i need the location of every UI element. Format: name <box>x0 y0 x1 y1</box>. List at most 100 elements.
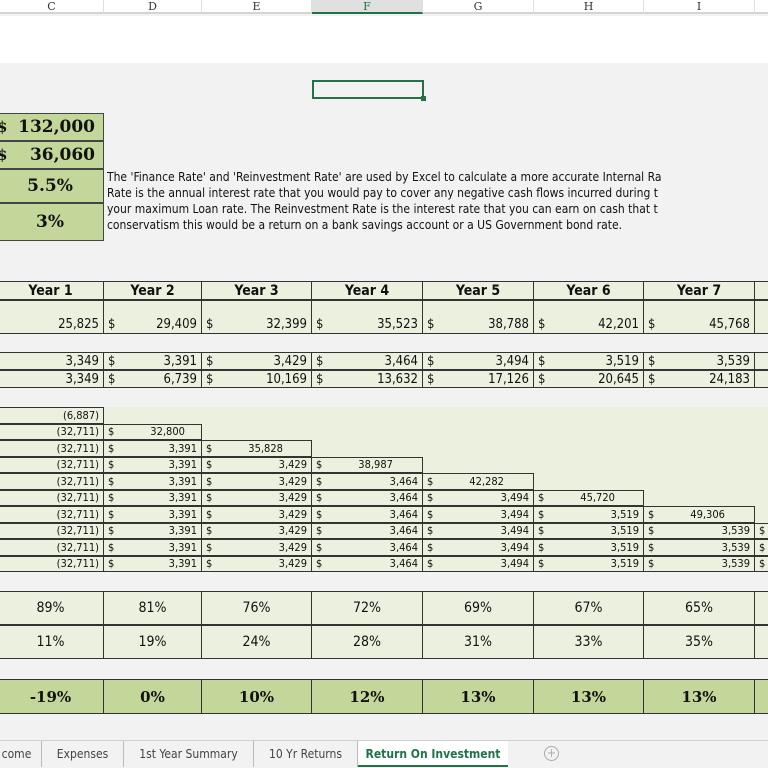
equity-row-cell[interactable]: $38,788 <box>423 300 534 334</box>
irr-row-cell[interactable]: -19% <box>0 679 104 714</box>
sheet-tab[interactable]: come <box>0 741 42 767</box>
sheet-tab[interactable]: Expenses <box>42 741 124 767</box>
cashflow-matrix-cell[interactable]: $3,429 <box>202 539 312 556</box>
irr-row-cell[interactable]: 13% <box>534 679 644 714</box>
cashflow-matrix-cell[interactable]: $3,519 <box>534 522 644 539</box>
input-value-box[interactable]: $132,000 <box>0 113 104 141</box>
column-header-h[interactable]: H <box>534 0 644 14</box>
cashflow-matrix-cell[interactable]: $3,391 <box>104 555 202 572</box>
year-header-row-cell[interactable]: Year 5 <box>423 281 534 300</box>
cashflow-matrix-cell[interactable]: $32,800 <box>104 423 202 440</box>
input-value-box[interactable]: 5.5% <box>0 169 104 203</box>
cashflow-matrix-cell[interactable]: $3,539 <box>644 522 755 539</box>
cashflow-matrix-cell[interactable]: $ <box>755 522 768 539</box>
irr-row-cell[interactable]: 13% <box>423 679 534 714</box>
cashflow-matrix-cell[interactable]: $42,282 <box>423 473 534 490</box>
cashflow-matrix-cell[interactable]: $45,720 <box>534 489 644 506</box>
cashflow-matrix-cell[interactable]: $3,539 <box>644 555 755 572</box>
year-header-row-cell[interactable]: Year 2 <box>104 281 202 300</box>
cashflow-row-cell[interactable]: 3,349 <box>0 352 104 370</box>
cumulative-cashflow-row-cell[interactable]: $6,739 <box>104 370 202 388</box>
cashflow-matrix-cell[interactable]: $3,429 <box>202 456 312 473</box>
column-header-i[interactable]: I <box>644 0 755 14</box>
cashflow-matrix-cell[interactable]: $3,519 <box>534 555 644 572</box>
percent-row-1-cell[interactable]: 72% <box>312 591 423 625</box>
percent-row-2-cell[interactable]: 11% <box>0 625 104 659</box>
cashflow-matrix-cell[interactable]: $3,391 <box>104 456 202 473</box>
cashflow-matrix-cell[interactable]: (32,711) <box>0 489 104 506</box>
cashflow-matrix-cell[interactable]: $3,429 <box>202 522 312 539</box>
percent-row-2-cell[interactable]: 28% <box>312 625 423 659</box>
cashflow-matrix-cell[interactable]: $3,494 <box>423 522 534 539</box>
percent-row-1-cell[interactable]: 69% <box>423 591 534 625</box>
equity-row-cell[interactable]: $35,523 <box>312 300 423 334</box>
percent-row-1-cell[interactable]: 89% <box>0 591 104 625</box>
irr-row-cell[interactable]: 0% <box>104 679 202 714</box>
cashflow-matrix-cell[interactable]: (32,711) <box>0 539 104 556</box>
cashflow-matrix-cell[interactable]: $49,306 <box>644 506 755 523</box>
percent-row-2-cell[interactable]: 35% <box>644 625 755 659</box>
cashflow-matrix-cell[interactable]: $38,987 <box>312 456 423 473</box>
percent-row-2-cell[interactable]: 19% <box>104 625 202 659</box>
cashflow-matrix-cell[interactable]: $3,519 <box>534 506 644 523</box>
cashflow-matrix-cell[interactable]: $3,391 <box>104 473 202 490</box>
cashflow-matrix-cell[interactable]: $3,429 <box>202 555 312 572</box>
cashflow-matrix-cell[interactable]: (32,711) <box>0 473 104 490</box>
column-header-e[interactable]: E <box>202 0 312 14</box>
cashflow-row-cell[interactable]: $3,519 <box>534 352 644 370</box>
add-sheet-icon[interactable]: + <box>544 746 559 761</box>
cumulative-cashflow-row-cell[interactable]: $10,169 <box>202 370 312 388</box>
cashflow-row-cell[interactable]: $3,391 <box>104 352 202 370</box>
sheet-tab[interactable]: 10 Yr Returns <box>254 741 358 767</box>
cashflow-row-cell[interactable]: $3,464 <box>312 352 423 370</box>
cashflow-matrix-cell[interactable]: (32,711) <box>0 522 104 539</box>
percent-row-1-cell[interactable]: 67% <box>534 591 644 625</box>
cashflow-matrix-cell[interactable]: $3,464 <box>312 539 423 556</box>
year-header-row-cell[interactable]: Year 1 <box>0 281 104 300</box>
equity-row-cell[interactable]: $29,409 <box>104 300 202 334</box>
cumulative-cashflow-row-cell[interactable]: $17,126 <box>423 370 534 388</box>
percent-row-2-cell[interactable]: 33% <box>534 625 644 659</box>
sheet-tab[interactable]: 1st Year Summary <box>124 741 254 767</box>
irr-row-cell[interactable]: 13% <box>644 679 755 714</box>
year-header-row-cell[interactable]: Year 3 <box>202 281 312 300</box>
cashflow-matrix-cell[interactable]: (32,711) <box>0 506 104 523</box>
cashflow-matrix-cell[interactable]: $3,494 <box>423 539 534 556</box>
cashflow-matrix-cell[interactable]: $35,828 <box>202 440 312 457</box>
equity-row-cell[interactable]: $42,201 <box>534 300 644 334</box>
cashflow-matrix-cell[interactable]: $3,429 <box>202 489 312 506</box>
percent-row-2-cell[interactable]: 31% <box>423 625 534 659</box>
cashflow-matrix-cell[interactable]: $3,391 <box>104 522 202 539</box>
cashflow-row-cell[interactable]: $3,429 <box>202 352 312 370</box>
cashflow-matrix-cell[interactable]: $3,494 <box>423 489 534 506</box>
cashflow-matrix-cell[interactable]: $3,464 <box>312 473 423 490</box>
cumulative-cashflow-row-cell[interactable]: $24,183 <box>644 370 755 388</box>
cashflow-matrix-cell[interactable]: $3,391 <box>104 489 202 506</box>
cashflow-row-cell[interactable]: $3,494 <box>423 352 534 370</box>
cashflow-matrix-cell[interactable]: $3,391 <box>104 539 202 556</box>
cumulative-cashflow-row-cell[interactable]: $20,645 <box>534 370 644 388</box>
cashflow-matrix-cell[interactable]: $3,494 <box>423 506 534 523</box>
equity-row-cell[interactable]: 25,825 <box>0 300 104 334</box>
column-header-d[interactable]: D <box>104 0 202 14</box>
cashflow-matrix-cell[interactable]: $3,464 <box>312 522 423 539</box>
cashflow-matrix-cell[interactable]: $3,391 <box>104 506 202 523</box>
percent-row-1-cell[interactable]: 65% <box>644 591 755 625</box>
irr-row-cell[interactable]: 10% <box>202 679 312 714</box>
column-header-c[interactable]: C <box>0 0 104 14</box>
selected-cell-f[interactable] <box>312 80 426 101</box>
input-value-box[interactable]: $36,060 <box>0 141 104 169</box>
cumulative-cashflow-row-cell[interactable]: 3,349 <box>0 370 104 388</box>
cashflow-matrix-cell[interactable]: $3,464 <box>312 555 423 572</box>
cashflow-matrix-cell[interactable]: $3,464 <box>312 489 423 506</box>
cashflow-matrix-cell[interactable]: (32,711) <box>0 423 104 440</box>
cashflow-matrix-cell[interactable]: (32,711) <box>0 440 104 457</box>
cashflow-matrix-cell[interactable]: $ <box>755 555 768 572</box>
year-header-row-cell[interactable]: Year 7 <box>644 281 755 300</box>
cashflow-matrix-cell[interactable]: $3,519 <box>534 539 644 556</box>
year-header-row-cell[interactable]: Year 6 <box>534 281 644 300</box>
cashflow-matrix-cell[interactable]: (32,711) <box>0 555 104 572</box>
column-header-g[interactable]: G <box>423 0 534 14</box>
cashflow-matrix-cell[interactable]: (6,887) <box>0 407 104 424</box>
equity-row-cell[interactable]: $32,399 <box>202 300 312 334</box>
